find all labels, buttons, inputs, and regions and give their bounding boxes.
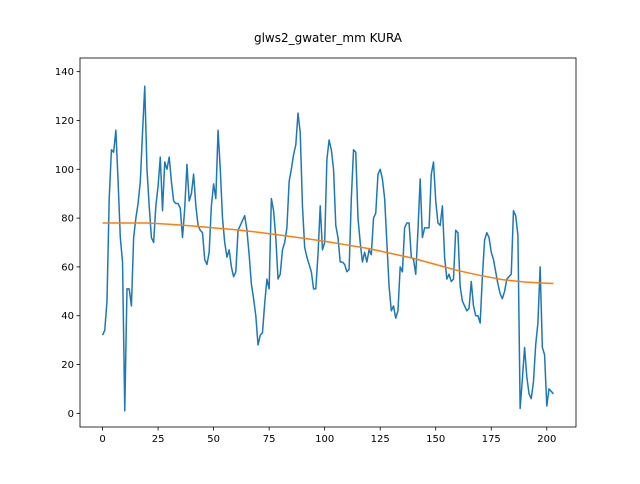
data-line	[102, 222, 554, 285]
plot-frame	[79, 57, 577, 428]
data-line	[101, 85, 555, 412]
y-tick-label: 20	[61, 360, 74, 371]
y-tick-label: 80	[61, 214, 74, 225]
y-tick-label: 0	[68, 409, 74, 420]
x-tick-label: 0	[99, 434, 105, 445]
y-tick-label: 140	[55, 67, 74, 78]
x-tick-label: 100	[315, 434, 334, 445]
x-tick-label: 25	[152, 434, 165, 445]
y-tick-label: 100	[55, 165, 74, 176]
x-tick-label: 125	[371, 434, 390, 445]
x-tick-label: 150	[426, 434, 445, 445]
y-tick-label: 120	[55, 116, 74, 127]
y-tick-label: 40	[61, 311, 74, 322]
x-tick-label: 50	[207, 434, 220, 445]
x-tick-label: 175	[482, 434, 501, 445]
x-tick-label: 200	[537, 434, 556, 445]
chart-title: glws2_gwater_mm KURA	[254, 31, 403, 45]
x-tick-label: 75	[263, 434, 276, 445]
y-tick-label: 60	[61, 262, 74, 273]
